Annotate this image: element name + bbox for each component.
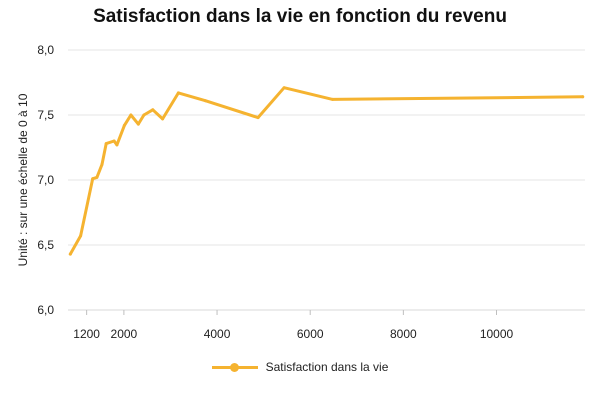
- x-tick-label: 10000: [480, 327, 514, 341]
- series-line: [68, 86, 585, 256]
- data-point: [91, 177, 95, 181]
- data-point: [581, 95, 585, 99]
- data-point: [256, 116, 260, 120]
- data-point: [331, 97, 335, 101]
- y-tick-label: 8,0: [37, 43, 54, 57]
- x-tick-label: 1200: [73, 327, 100, 341]
- data-point: [68, 252, 72, 256]
- y-axis-title: Unité : sur une échelle de 0 à 10: [16, 93, 30, 266]
- legend-swatch-line-icon: [211, 361, 258, 373]
- x-axis: 1200 2000 4000 6000 8000 10000: [68, 309, 585, 341]
- data-point: [282, 86, 286, 90]
- x-tick-label: 8000: [390, 327, 417, 341]
- y-tick-label: 6,5: [37, 238, 54, 252]
- series-layer: [68, 86, 585, 256]
- x-tick-label: 6000: [297, 327, 324, 341]
- data-point: [112, 139, 116, 143]
- data-point: [115, 143, 119, 147]
- data-point: [176, 91, 180, 95]
- x-tick-label: 4000: [204, 327, 231, 341]
- gridlines: [68, 49, 585, 311]
- legend-label: Satisfaction dans la vie: [265, 360, 389, 374]
- legend: Satisfaction dans la vie: [0, 360, 600, 374]
- data-point: [104, 142, 108, 146]
- data-point: [161, 117, 165, 121]
- y-axis: 6,0 6,5 7,0 7,5 8,0: [37, 43, 54, 317]
- chart-title: Satisfaction dans la vie en fonction du …: [93, 6, 507, 27]
- data-point: [79, 234, 83, 238]
- data-point: [100, 162, 104, 166]
- data-point: [136, 122, 140, 126]
- data-point: [122, 123, 126, 127]
- data-point: [95, 175, 99, 179]
- data-point: [151, 108, 155, 112]
- y-tick-label: 7,0: [37, 173, 54, 187]
- y-tick-label: 7,5: [37, 108, 54, 122]
- data-point: [142, 113, 146, 117]
- data-point: [203, 99, 207, 103]
- x-tick-label: 2000: [111, 327, 138, 341]
- y-tick-label: 6,0: [37, 303, 54, 317]
- data-point: [129, 113, 133, 117]
